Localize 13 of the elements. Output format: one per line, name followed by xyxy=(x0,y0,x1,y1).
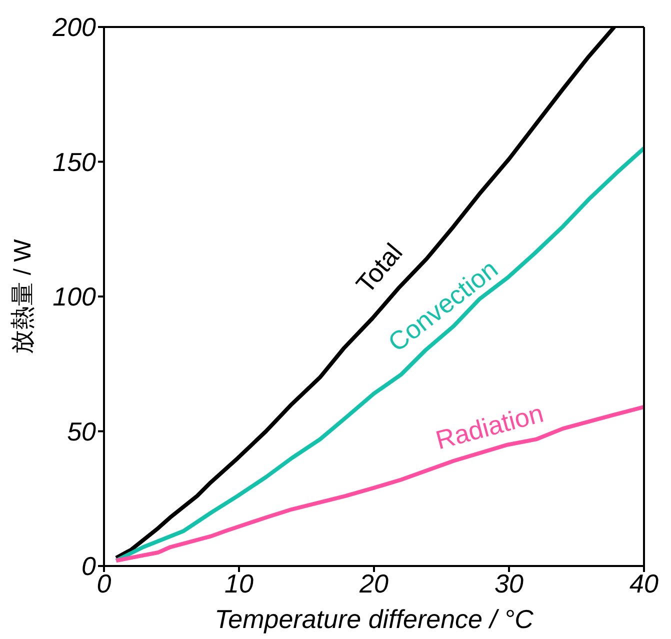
x-axis-title: Temperature difference / °C xyxy=(214,604,534,634)
y-tick-label: 100 xyxy=(52,282,97,312)
text: Radiation xyxy=(432,398,546,456)
x-tick-label: 30 xyxy=(494,568,524,598)
x-tick-label: 20 xyxy=(358,568,389,598)
x-tick-label: 10 xyxy=(224,568,254,598)
y-tick-label: 50 xyxy=(67,416,97,446)
line-series xyxy=(114,404,644,563)
y-axis-title: 放熱量 / W xyxy=(10,238,37,354)
line-series xyxy=(114,146,644,563)
y-tick-label: 150 xyxy=(52,146,97,177)
x-tick-label: 40 xyxy=(630,568,659,598)
y-tick-label: 200 xyxy=(52,12,97,42)
